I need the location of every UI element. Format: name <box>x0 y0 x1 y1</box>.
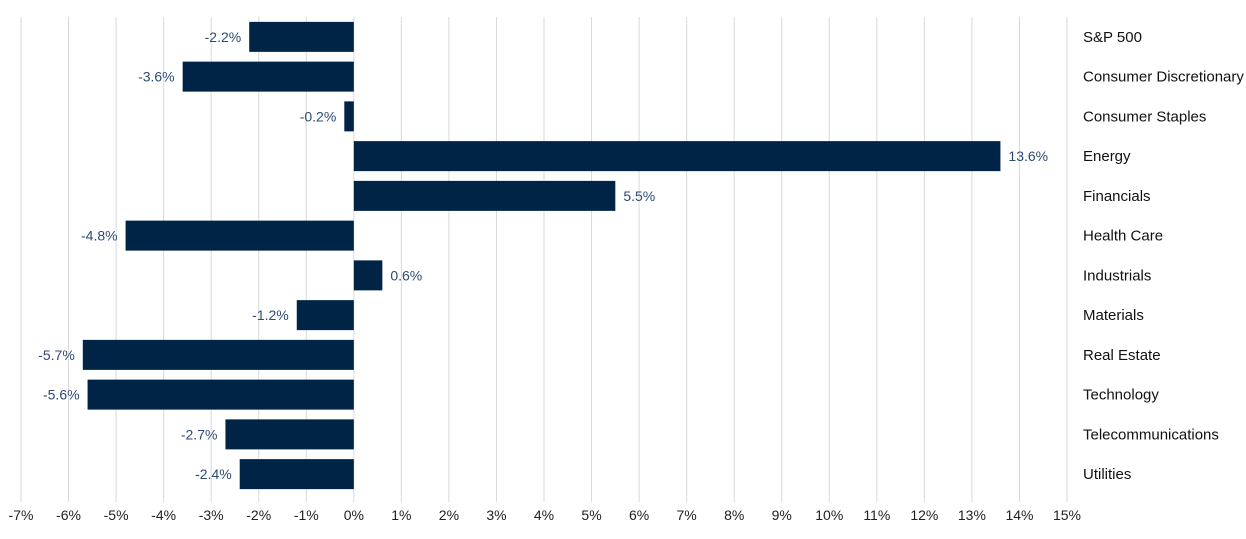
x-tick-label: -1% <box>294 507 319 523</box>
category-label: Real Estate <box>1083 347 1161 364</box>
bar <box>225 419 354 450</box>
bar <box>296 300 354 331</box>
x-tick-label: 7% <box>677 507 697 523</box>
gridlines <box>20 17 1068 502</box>
data-label: -2.2% <box>205 29 242 45</box>
category-label: S&P 500 <box>1083 29 1142 46</box>
x-tick-label: -2% <box>246 507 271 523</box>
x-tick-label: -4% <box>151 507 176 523</box>
data-label: -4.8% <box>81 228 118 244</box>
x-tick-label: -6% <box>56 507 81 523</box>
category-label: Technology <box>1083 387 1159 404</box>
x-tick-label: 8% <box>724 507 744 523</box>
data-label: -3.6% <box>138 69 175 85</box>
bars <box>82 21 1001 490</box>
category-label: Industrials <box>1083 267 1151 284</box>
bar <box>353 260 383 291</box>
category-label: Materials <box>1083 307 1144 324</box>
bar <box>87 379 354 410</box>
x-tick-label: 6% <box>629 507 649 523</box>
x-tick-label: 2% <box>439 507 459 523</box>
x-tick-label: 1% <box>391 507 411 523</box>
bar <box>239 459 354 490</box>
x-tick-label: 9% <box>772 507 792 523</box>
bar <box>82 339 354 370</box>
x-tick-label: -3% <box>199 507 224 523</box>
x-tick-label: 3% <box>486 507 506 523</box>
data-label: -1.2% <box>252 307 289 323</box>
bar <box>249 21 354 52</box>
bar <box>344 101 354 132</box>
data-label: 13.6% <box>1008 148 1048 164</box>
x-tick-label: 11% <box>863 507 890 523</box>
x-tick-label: 12% <box>910 507 938 523</box>
x-tick-label: 4% <box>534 507 554 523</box>
x-tick-label: -5% <box>104 507 129 523</box>
category-label: Telecommunications <box>1083 426 1219 443</box>
x-axis-tick-labels: -7% -6% -5% -4% -3% -2% -1% 0% 1% 2% 3% 4% 5% 6% 7% 8% 9… <box>9 507 1081 523</box>
category-labels: S&P 500 Consumer Discretionary Consumer St… <box>1083 29 1244 483</box>
category-label: Financials <box>1083 188 1151 205</box>
data-labels: -2.2% -3.6% -0.2% 13.6% 5.5% -4.8% 0.6% -1.2% -5… <box>38 29 1048 482</box>
data-label: -5.7% <box>38 347 75 363</box>
bar <box>182 61 354 92</box>
x-tick-label: 14% <box>1005 507 1033 523</box>
data-label: -0.2% <box>300 108 337 124</box>
bar <box>353 180 616 211</box>
bar <box>353 141 1001 172</box>
x-tick-label: 13% <box>958 507 986 523</box>
data-label: -2.7% <box>181 426 218 442</box>
category-label: Consumer Discretionary <box>1083 69 1244 86</box>
x-tick-label: -7% <box>9 507 34 523</box>
data-label: -2.4% <box>195 466 232 482</box>
x-tick-label: 10% <box>815 507 843 523</box>
category-label: Utilities <box>1083 466 1131 483</box>
category-label: Energy <box>1083 148 1131 165</box>
x-tick-label: 0% <box>344 507 364 523</box>
x-tick-label: 15% <box>1053 507 1081 523</box>
data-label: 0.6% <box>390 267 422 283</box>
data-label: 5.5% <box>623 188 655 204</box>
bar <box>125 220 354 251</box>
x-tick-label: 5% <box>581 507 601 523</box>
data-label: -5.6% <box>43 387 80 403</box>
category-label: Health Care <box>1083 228 1163 245</box>
category-label: Consumer Staples <box>1083 108 1206 125</box>
